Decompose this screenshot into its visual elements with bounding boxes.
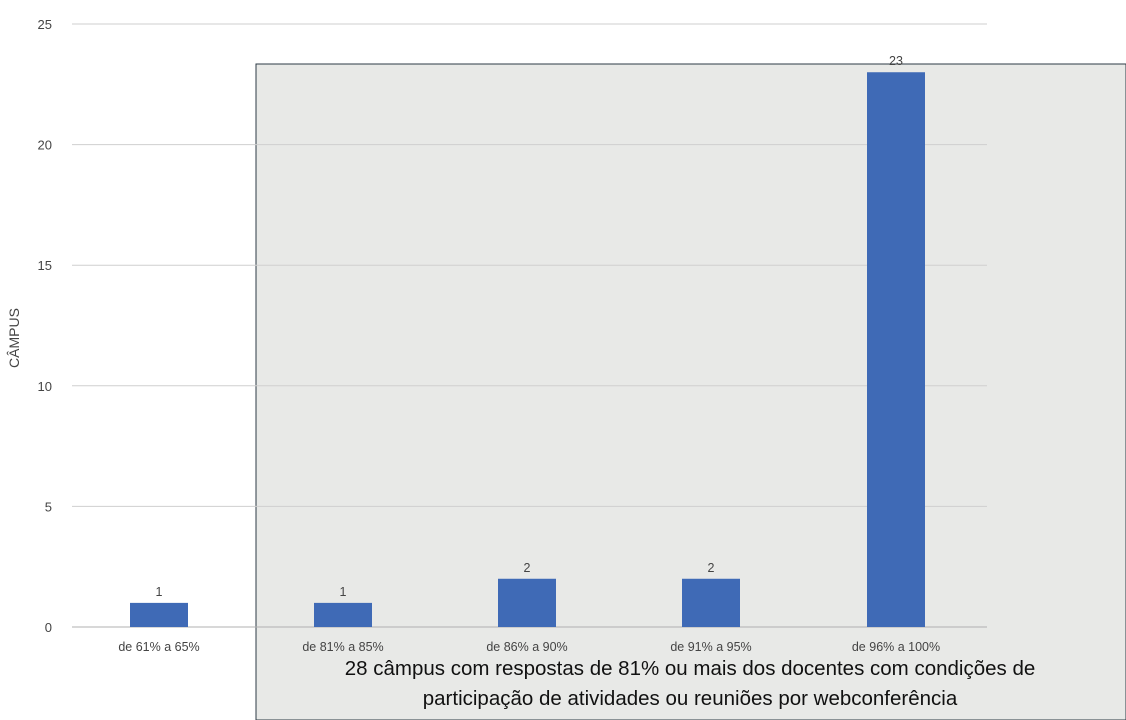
data-label: 2 xyxy=(524,561,531,575)
x-axis-categories: de 61% a 65% de 81% a 85% de 86% a 90% de 9… xyxy=(118,640,940,654)
bar xyxy=(682,578,740,627)
bar xyxy=(130,602,188,627)
bars xyxy=(130,72,925,628)
data-label: 1 xyxy=(156,585,163,599)
bar xyxy=(867,72,925,628)
x-category-label: de 81% a 85% xyxy=(302,640,383,654)
x-category-label: de 91% a 95% xyxy=(670,640,751,654)
y-axis-label: CÂMPUS xyxy=(6,308,22,368)
y-axis-ticks: 0 5 10 15 20 25 xyxy=(38,17,52,635)
x-category-label: de 86% a 90% xyxy=(486,640,567,654)
bar xyxy=(314,602,372,627)
bar xyxy=(498,578,556,627)
y-tick-label: 25 xyxy=(38,17,52,32)
data-label: 2 xyxy=(708,561,715,575)
y-tick-label: 0 xyxy=(45,620,52,635)
data-labels: 1 1 2 2 23 xyxy=(156,54,903,599)
annotation-line-1: 28 câmpus com respostas de 81% ou mais d… xyxy=(345,657,1036,680)
data-label: 1 xyxy=(340,585,347,599)
data-label: 23 xyxy=(889,54,903,68)
x-category-label: de 61% a 65% xyxy=(118,640,199,654)
y-tick-label: 10 xyxy=(38,379,52,394)
y-tick-label: 5 xyxy=(45,499,52,514)
y-tick-label: 20 xyxy=(38,138,52,153)
x-category-label: de 96% a 100% xyxy=(852,640,940,654)
y-tick-label: 15 xyxy=(38,258,52,273)
annotation-line-2: participação de atividades ou reuniões p… xyxy=(423,687,958,710)
